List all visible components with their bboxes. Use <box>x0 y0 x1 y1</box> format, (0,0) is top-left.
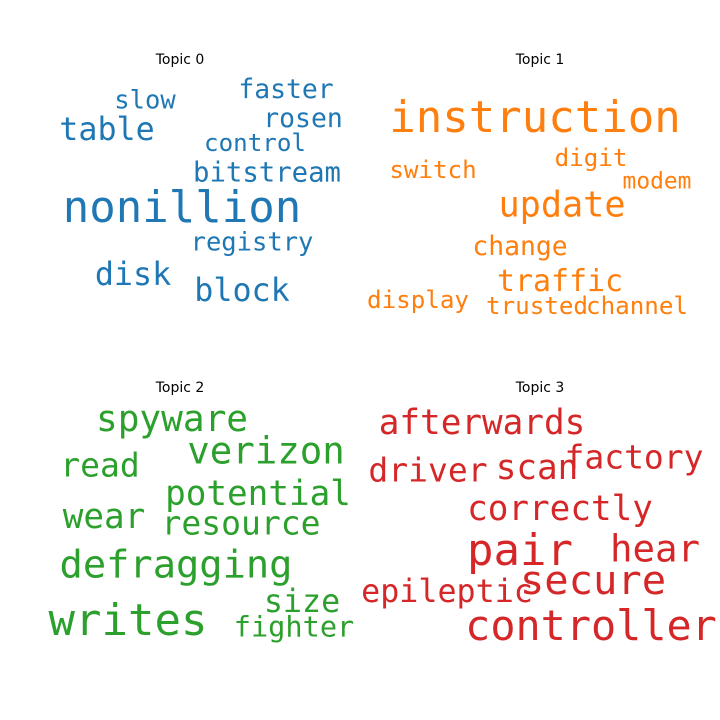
word: controller <box>465 601 717 651</box>
word: display <box>367 285 469 314</box>
word: traffic <box>497 264 623 300</box>
topic-title: Topic 2 <box>155 380 205 396</box>
word: pair <box>467 525 573 576</box>
word: instruction <box>389 92 681 143</box>
word: wear <box>62 496 146 537</box>
topic-title: Topic 1 <box>515 52 565 68</box>
word: bitstream <box>193 157 341 189</box>
word: registry <box>190 227 314 258</box>
word: update <box>498 184 626 226</box>
word: modem <box>622 168 692 195</box>
topic-panel-3: Topic 3 pair controller secure hear corr… <box>360 360 720 720</box>
word: block <box>194 273 290 310</box>
word: control <box>204 128 306 157</box>
topic-panel-2: Topic 2 writes defragging verizon spywar… <box>0 360 360 720</box>
topic-panel-0: Topic 0 nonillion table disk block bitst… <box>0 0 360 360</box>
word: table <box>59 112 155 149</box>
word: spyware <box>95 397 249 440</box>
word: hear <box>609 526 701 571</box>
word: slow <box>114 85 176 116</box>
word: disk <box>94 257 172 294</box>
topic-title: Topic 3 <box>515 380 565 396</box>
word: secure <box>519 555 667 604</box>
word: potential <box>165 473 351 514</box>
word: channel <box>586 291 688 320</box>
word: defragging <box>59 542 293 588</box>
word: resource <box>161 503 321 543</box>
word: digit <box>554 143 628 172</box>
word: scan <box>495 447 579 488</box>
word: switch <box>389 155 477 184</box>
word: correctly <box>467 488 653 529</box>
word: epileptic <box>361 574 533 611</box>
word: afterwards <box>378 402 586 443</box>
word: trusted <box>486 291 588 320</box>
word: verizon <box>187 428 345 473</box>
word: nonillion <box>62 182 302 233</box>
word: change <box>472 230 568 262</box>
word: read <box>60 445 140 485</box>
word: writes <box>48 595 208 646</box>
word: factory <box>564 437 704 477</box>
word: fighter <box>233 609 355 644</box>
word: size <box>263 584 341 621</box>
word: driver <box>368 450 488 490</box>
topic-title: Topic 0 <box>155 52 205 68</box>
word: rosen <box>263 102 343 134</box>
topic-panel-1: Topic 1 instruction update traffic chang… <box>360 0 720 360</box>
word: faster <box>238 73 334 105</box>
